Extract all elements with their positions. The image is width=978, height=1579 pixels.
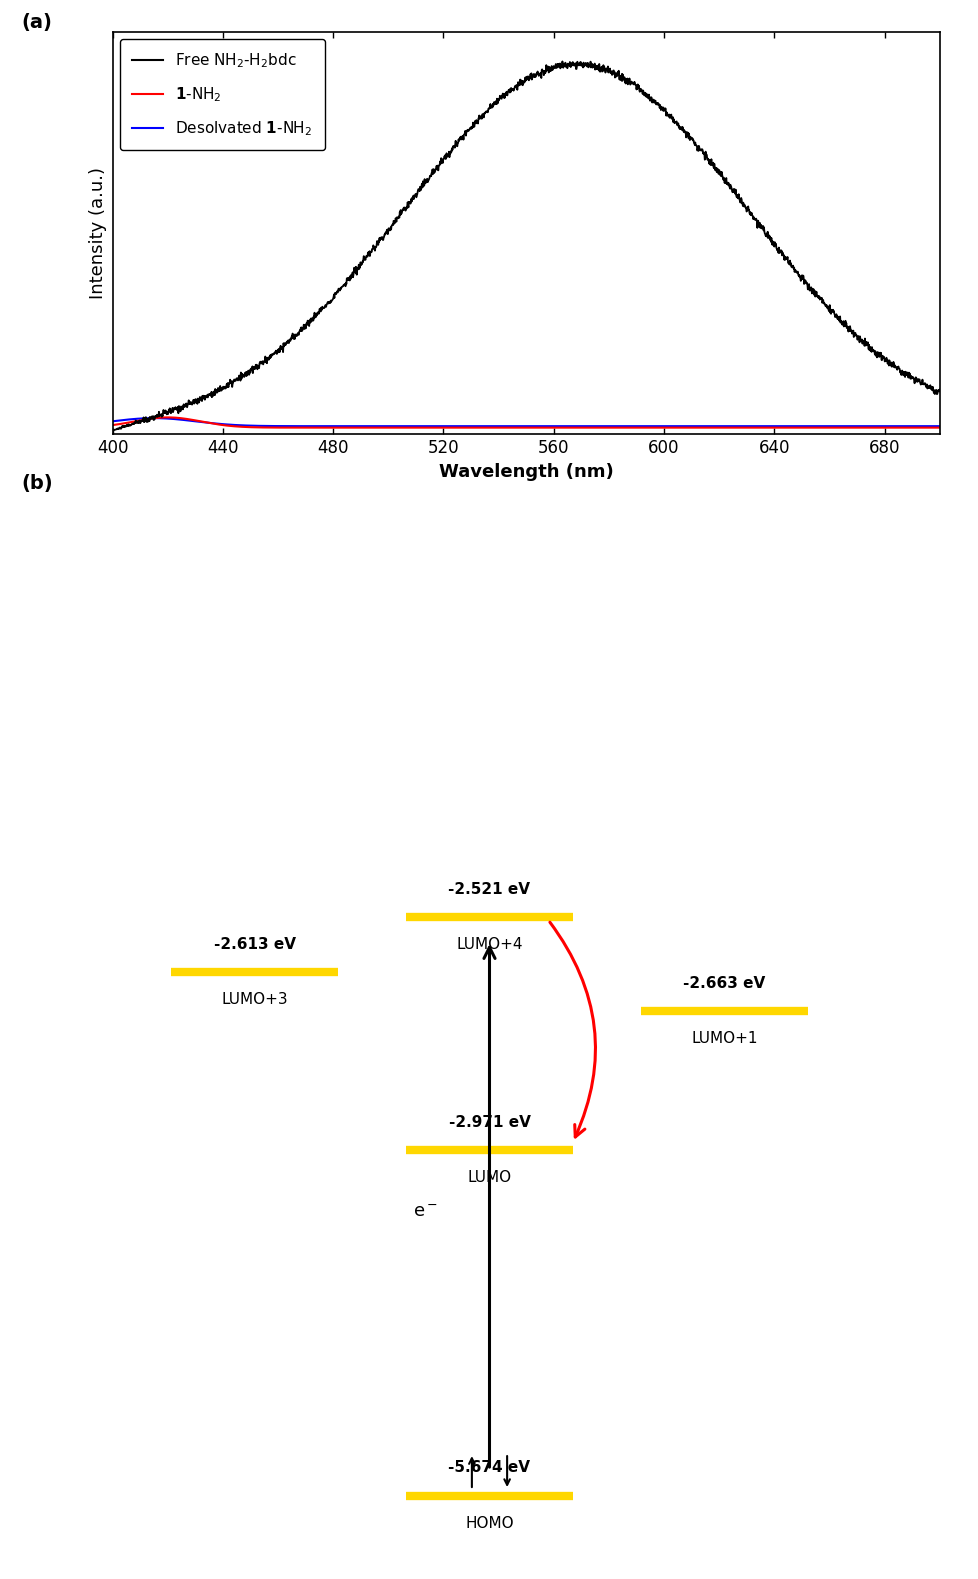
Y-axis label: Intensity (a.u.): Intensity (a.u.) [89, 167, 107, 298]
Text: -2.663 eV: -2.663 eV [683, 976, 765, 992]
Text: (a): (a) [22, 13, 53, 32]
Text: LUMO: LUMO [467, 1170, 511, 1186]
Text: LUMO+4: LUMO+4 [456, 936, 522, 952]
Text: -5.674 eV: -5.674 eV [448, 1461, 530, 1475]
Text: -2.613 eV: -2.613 eV [213, 938, 295, 952]
Legend: Free NH$_2$-H$_2$bdc, $\mathbf{1}$-NH$_2$, Desolvated $\mathbf{1}$-NH$_2$: Free NH$_2$-H$_2$bdc, $\mathbf{1}$-NH$_2… [120, 39, 325, 150]
Text: LUMO+3: LUMO+3 [221, 992, 288, 1007]
Text: e$^-$: e$^-$ [413, 1203, 438, 1221]
Text: HOMO: HOMO [465, 1516, 513, 1530]
Text: LUMO+1: LUMO+1 [690, 1031, 757, 1047]
Text: -2.971 eV: -2.971 eV [448, 1115, 530, 1131]
Text: -2.521 eV: -2.521 eV [448, 881, 530, 897]
Text: (b): (b) [22, 474, 53, 493]
X-axis label: Wavelength (nm): Wavelength (nm) [438, 463, 613, 480]
